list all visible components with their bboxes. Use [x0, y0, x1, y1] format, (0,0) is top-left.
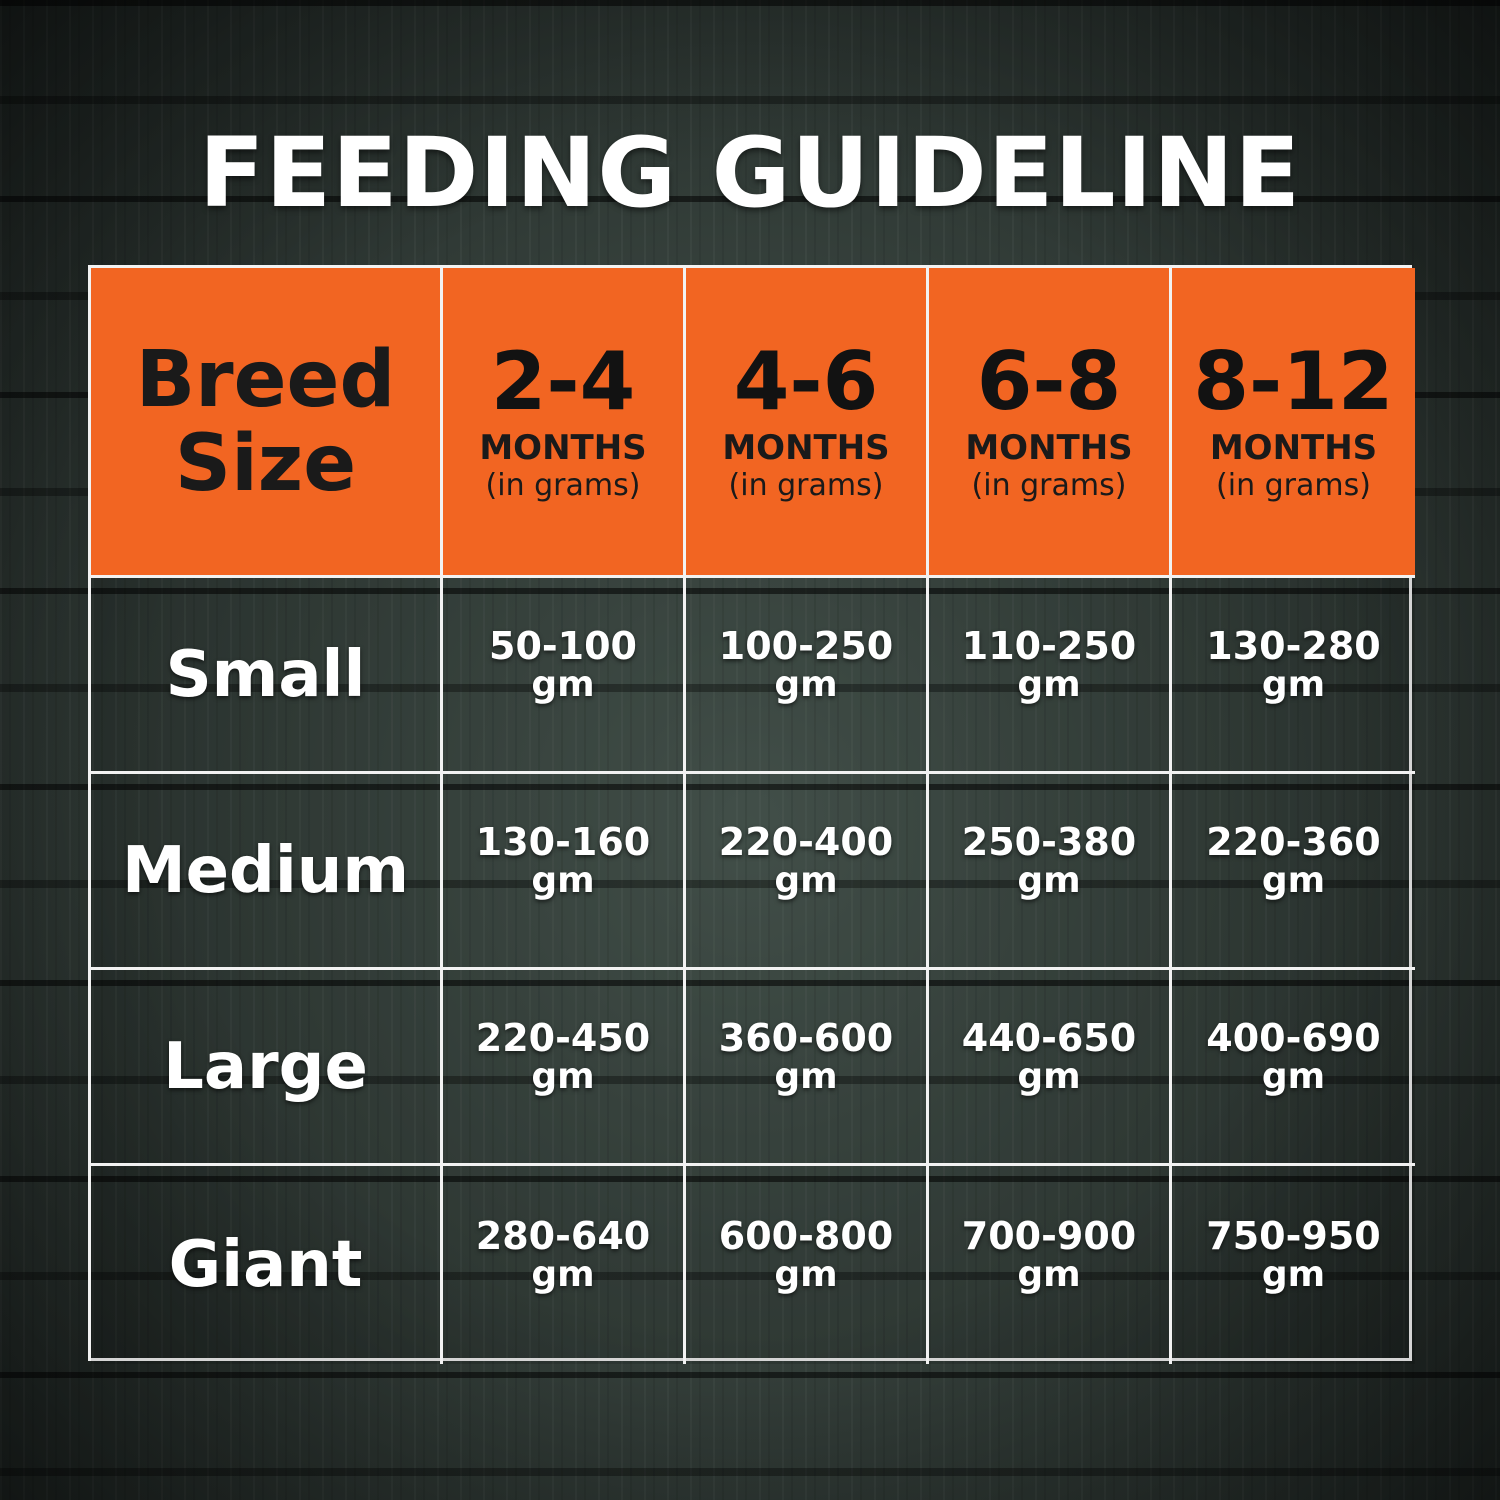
cell-unit: gm	[531, 1254, 595, 1295]
header-col-8-12: 8-12 MONTHS (in grams)	[1172, 268, 1415, 578]
cell-value: 360-600	[718, 1015, 894, 1060]
cell-value: 220-400	[718, 819, 894, 864]
header-range: 6-8	[976, 334, 1122, 428]
cell-unit: gm	[531, 859, 595, 901]
cell-unit: gm	[774, 663, 838, 705]
header-unit: (in grams)	[971, 467, 1127, 503]
cell-unit: gm	[774, 859, 838, 901]
table-cell: 360-600 gm	[686, 970, 929, 1166]
cell-unit: gm	[1261, 663, 1326, 705]
table-cell: 220-400 gm	[686, 774, 929, 970]
cell-unit: gm	[531, 1055, 595, 1097]
cell-unit: gm	[531, 663, 595, 705]
table-cell: 440-650 gm	[929, 970, 1172, 1166]
cell-value: 250-380	[961, 819, 1137, 864]
cell-value: 600-800	[718, 1214, 894, 1258]
cell-value: 220-450	[475, 1015, 651, 1060]
row-label-large: Large	[91, 970, 443, 1166]
header-months: MONTHS	[965, 427, 1133, 468]
cell-value: 400-690	[1206, 1015, 1381, 1060]
header-unit: (in grams)	[485, 467, 641, 503]
page-title: FEEDING GUIDELINE	[198, 117, 1302, 229]
header-unit: (in grams)	[728, 467, 884, 503]
row-label-medium: Medium	[91, 774, 443, 970]
breed-label: Small	[165, 637, 366, 712]
cell-value: 280-640	[475, 1214, 651, 1258]
cell-unit: gm	[1261, 1254, 1326, 1295]
cell-value: 50-100	[489, 623, 637, 668]
cell-value: 750-950	[1206, 1214, 1381, 1258]
cell-value: 130-280	[1206, 623, 1381, 668]
table-cell: 250-380 gm	[929, 774, 1172, 970]
table-cell: 130-280 gm	[1172, 578, 1415, 774]
header-size-word: Size	[174, 418, 357, 509]
cell-unit: gm	[774, 1254, 838, 1295]
cell-value: 700-900	[961, 1214, 1137, 1258]
header-months: MONTHS	[479, 427, 647, 468]
table-cell: 220-360 gm	[1172, 774, 1415, 970]
table-cell: 700-900 gm	[929, 1166, 1172, 1364]
header-breed-size: Breed Size	[91, 268, 443, 578]
table-cell: 110-250 gm	[929, 578, 1172, 774]
table-cell: 600-800 gm	[686, 1166, 929, 1364]
table-cell: 100-250 gm	[686, 578, 929, 774]
breed-label: Medium	[121, 833, 410, 908]
breed-label: Large	[163, 1029, 368, 1104]
header-breed-word: Breed	[135, 334, 396, 425]
cell-unit: gm	[774, 1055, 838, 1097]
cell-unit: gm	[1017, 1055, 1081, 1097]
header-range: 8-12	[1193, 334, 1394, 428]
table-cell: 280-640 gm	[443, 1166, 686, 1364]
cell-value: 110-250	[961, 623, 1137, 668]
cell-unit: gm	[1261, 859, 1326, 901]
header-unit: (in grams)	[1216, 467, 1371, 503]
cell-unit: gm	[1017, 1254, 1081, 1295]
row-label-small: Small	[91, 578, 443, 774]
header-col-4-6: 4-6 MONTHS (in grams)	[686, 268, 929, 578]
cell-value: 220-360	[1206, 819, 1381, 864]
table-cell: 400-690 gm	[1172, 970, 1415, 1166]
cell-value: 440-650	[961, 1015, 1137, 1060]
header-months: MONTHS	[722, 427, 890, 468]
header-months: MONTHS	[1209, 427, 1378, 468]
header-range: 2-4	[490, 334, 636, 428]
table-cell: 50-100 gm	[443, 578, 686, 774]
table-cell: 130-160 gm	[443, 774, 686, 970]
header-col-6-8: 6-8 MONTHS (in grams)	[929, 268, 1172, 578]
table-cell: 220-450 gm	[443, 970, 686, 1166]
cell-unit: gm	[1261, 1055, 1326, 1097]
header-range: 4-6	[733, 334, 879, 428]
header-col-2-4: 2-4 MONTHS (in grams)	[443, 268, 686, 578]
cell-value: 130-160	[475, 819, 651, 864]
feeding-table: Breed Size 2-4 MONTHS (in grams) 4-6 MON…	[88, 265, 1415, 1364]
breed-label: Giant	[168, 1228, 363, 1302]
cell-value: 100-250	[718, 623, 894, 668]
cell-unit: gm	[1017, 859, 1081, 901]
cell-unit: gm	[1017, 663, 1081, 705]
table-cell: 750-950 gm	[1172, 1166, 1415, 1364]
row-label-giant: Giant	[91, 1166, 443, 1364]
